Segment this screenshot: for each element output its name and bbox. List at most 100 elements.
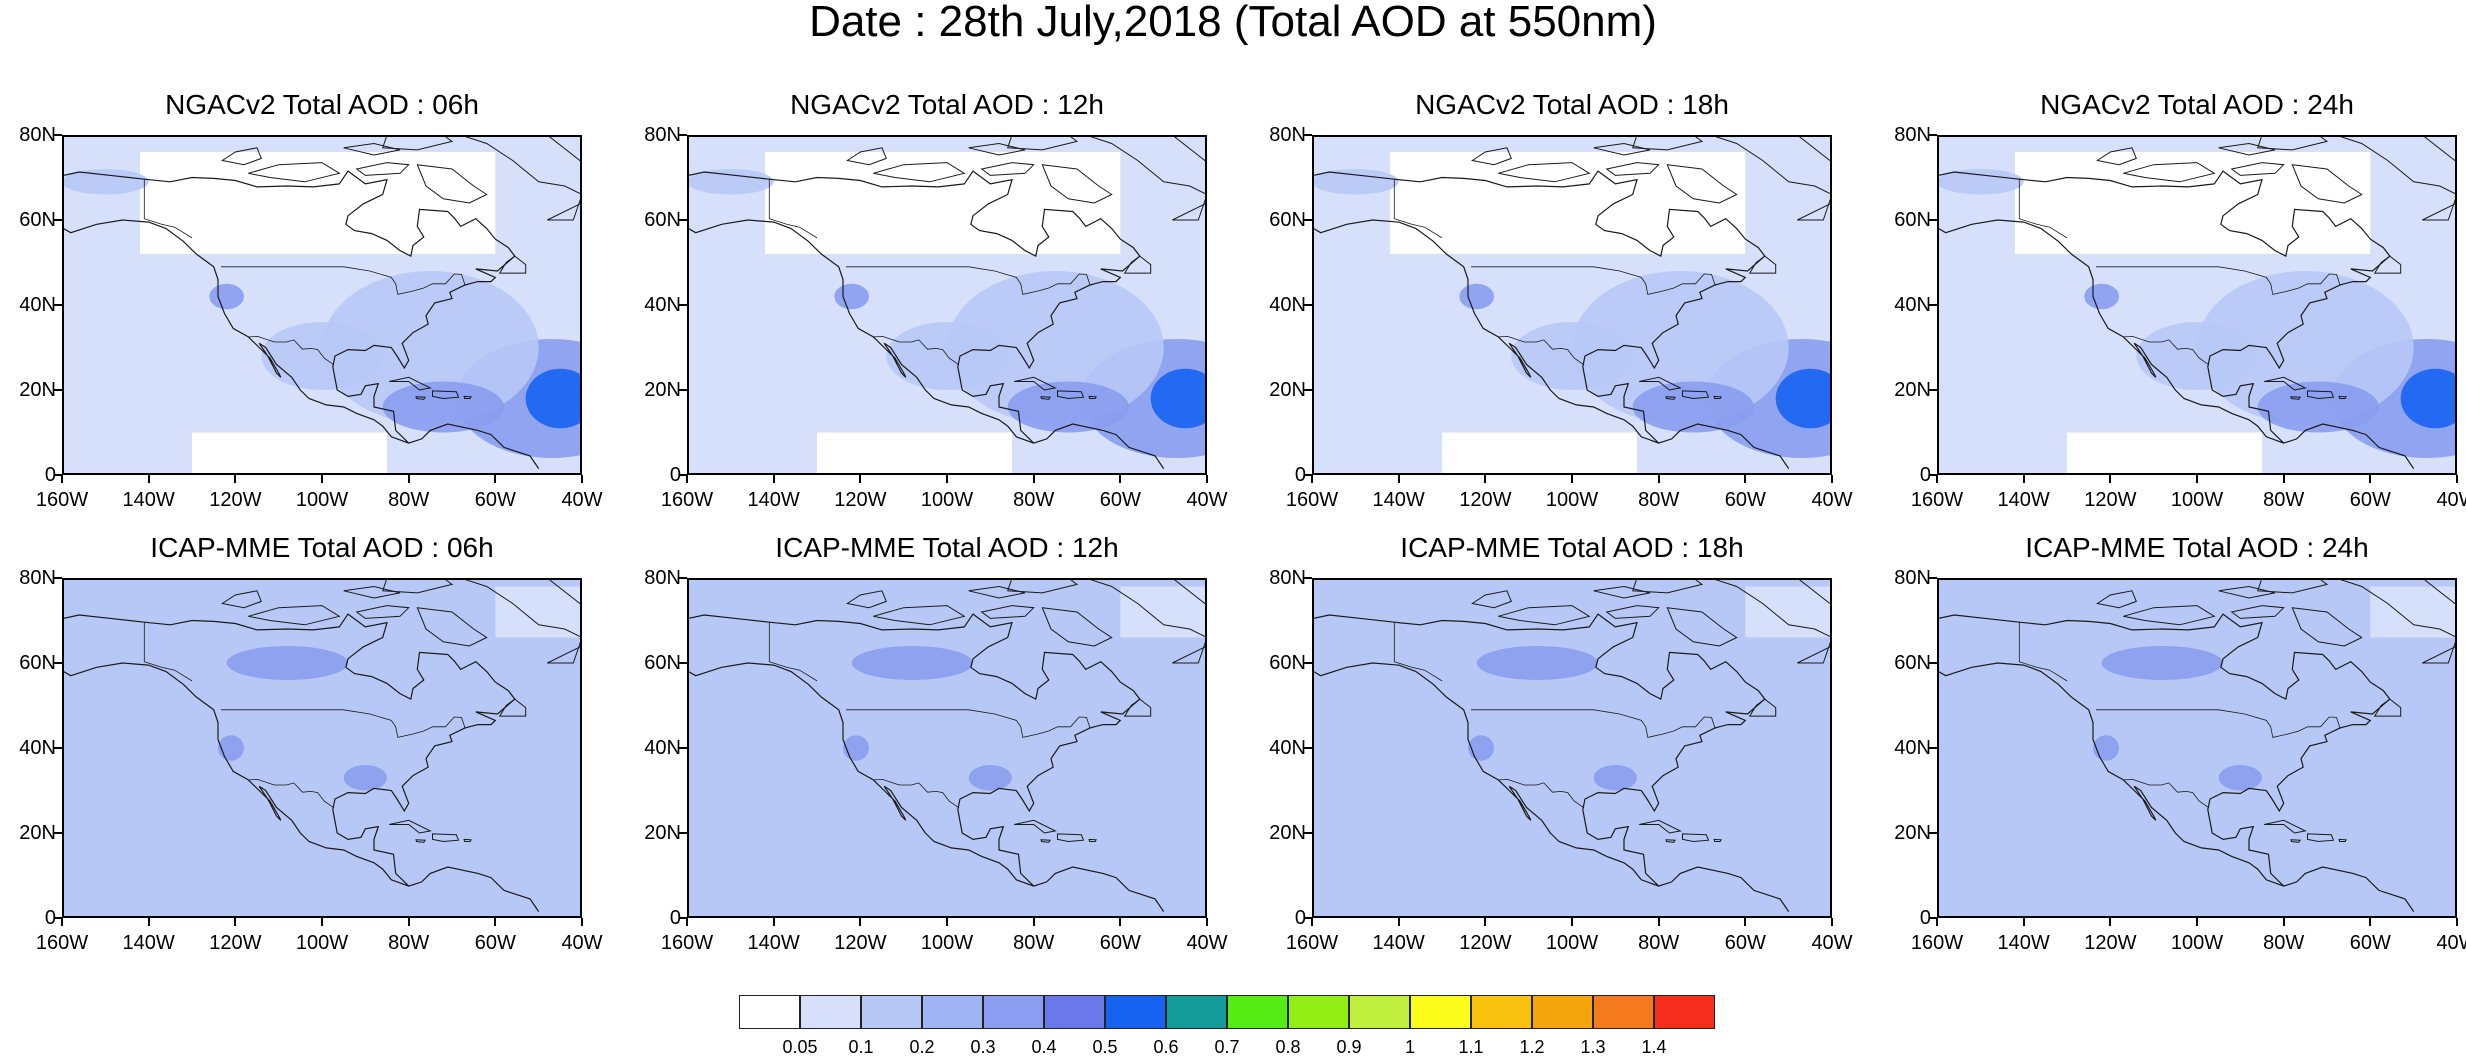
lon-tick-label: 80W xyxy=(388,932,430,954)
lon-tick-mark xyxy=(2109,475,2112,483)
lon-tick-label: 80W xyxy=(2263,489,2305,511)
lon-tick-mark xyxy=(1744,475,1747,483)
colorbar-label: 1 xyxy=(1404,1037,1415,1057)
island-outline xyxy=(2307,833,2335,843)
lat-tick-label: 0 xyxy=(669,464,681,486)
lat-tick-label: 40N xyxy=(644,294,681,316)
island-outline xyxy=(1088,395,1097,399)
island-outline xyxy=(2123,605,2216,626)
aod-low-region xyxy=(192,432,387,473)
island-outline xyxy=(1040,396,1051,400)
country-border xyxy=(2096,266,2341,295)
aod-low-region xyxy=(1745,586,1830,638)
aod-plume xyxy=(1129,824,1199,876)
lon-tick-label: 40W xyxy=(2436,489,2466,511)
island-outline xyxy=(1639,376,1682,391)
lon-tick-label: 60W xyxy=(1724,489,1766,511)
aod-field-svg xyxy=(1314,137,1830,473)
aod-plume xyxy=(209,283,245,310)
coastline xyxy=(1314,170,1790,469)
aod-field-svg xyxy=(64,137,580,473)
panel-title: NGACv2 Total AOD : 12h xyxy=(790,89,1104,120)
aod-plume xyxy=(947,271,1164,424)
lon-tick-label: 140W xyxy=(747,932,800,954)
lat-tick-mark xyxy=(1304,134,1312,136)
lon-tick-label: 40W xyxy=(1811,932,1853,954)
lon-tick-label: 160W xyxy=(660,489,714,511)
island-outline xyxy=(415,396,426,400)
aod-field-svg xyxy=(1314,580,1830,916)
island-outline xyxy=(248,162,341,183)
island-outline xyxy=(432,390,460,400)
island-outline xyxy=(416,607,488,647)
lon-tick-label: 120W xyxy=(1459,489,1512,511)
island-outline xyxy=(1088,838,1097,842)
lat-tick-label: 80N xyxy=(19,124,56,146)
aod-plume xyxy=(2136,322,2258,390)
lat-tick-mark xyxy=(679,917,687,919)
aod-plume xyxy=(2093,735,2119,761)
lon-tick-mark xyxy=(946,475,948,483)
lon-tick-mark xyxy=(686,918,688,926)
lat-tick-mark xyxy=(1929,917,1937,919)
lat-tick-mark xyxy=(54,747,62,749)
lat-tick-mark xyxy=(1929,662,1937,664)
island-outline xyxy=(873,605,966,626)
aod-plume xyxy=(1593,765,1637,791)
aod-low-region xyxy=(1390,152,1746,254)
aod-plume xyxy=(968,765,1012,791)
colorbar-swatch xyxy=(1044,995,1105,1029)
island-outline xyxy=(1713,838,1722,842)
lat-tick-label: 80N xyxy=(19,567,56,589)
aod-plume xyxy=(1150,368,1205,429)
lat-tick-label: 40N xyxy=(19,294,56,316)
lon-tick-mark xyxy=(772,918,775,926)
aod-plume xyxy=(1459,283,1494,310)
lon-tick-mark xyxy=(1484,918,1487,926)
lon-tick-label: 160W xyxy=(35,489,89,511)
aod-low-region xyxy=(765,152,1121,254)
lon-tick-label: 40W xyxy=(561,489,603,511)
aod-plume xyxy=(64,169,149,195)
colorbar-swatch xyxy=(1227,995,1288,1029)
lat-tick-label: 60N xyxy=(644,209,681,231)
island-outline xyxy=(1498,605,1591,626)
aod-plume xyxy=(343,765,388,791)
lat-tick-mark xyxy=(1929,389,1937,391)
island-outline xyxy=(355,162,410,176)
colorbar-label: 0.5 xyxy=(1092,1037,1118,1057)
island-outline xyxy=(2264,819,2307,834)
lon-tick-mark xyxy=(2109,918,2112,926)
island-outline xyxy=(968,585,1026,599)
lat-tick-label: 0 xyxy=(44,907,56,929)
island-outline xyxy=(465,137,580,221)
panel-title: NGACv2 Total AOD : 06h xyxy=(165,89,479,120)
island-outline xyxy=(1470,147,1512,166)
aod-plume xyxy=(1314,169,1399,195)
aod-low-region xyxy=(2370,586,2455,638)
lon-tick-mark xyxy=(1206,475,1208,483)
lon-tick-label: 60W xyxy=(2349,489,2391,511)
lat-tick-label: 20N xyxy=(1269,379,1306,401)
aod-plume xyxy=(2257,381,2379,433)
lon-tick-mark xyxy=(147,918,150,926)
aod-plume xyxy=(689,169,774,195)
island-outline xyxy=(2290,396,2301,400)
coastline xyxy=(1939,613,2415,912)
lon-tick-label: 140W xyxy=(1372,932,1425,954)
lon-tick-label: 120W xyxy=(209,932,262,954)
island-outline xyxy=(382,137,454,151)
lon-tick-label: 100W xyxy=(920,489,974,511)
aod-plume xyxy=(2067,671,2241,740)
island-outline xyxy=(1041,607,1113,647)
lat-tick-mark xyxy=(1929,474,1937,476)
lat-tick-label: 0 xyxy=(1919,464,1931,486)
aod-plume xyxy=(2400,368,2455,429)
aod-plume xyxy=(2101,646,2223,680)
lon-tick-mark xyxy=(2196,475,2198,483)
colorbar-swatch xyxy=(1105,995,1166,1029)
lon-tick-mark xyxy=(61,918,63,926)
lat-tick-mark xyxy=(54,832,62,834)
lon-tick-label: 60W xyxy=(1099,932,1141,954)
lon-tick-mark xyxy=(1571,918,1573,926)
